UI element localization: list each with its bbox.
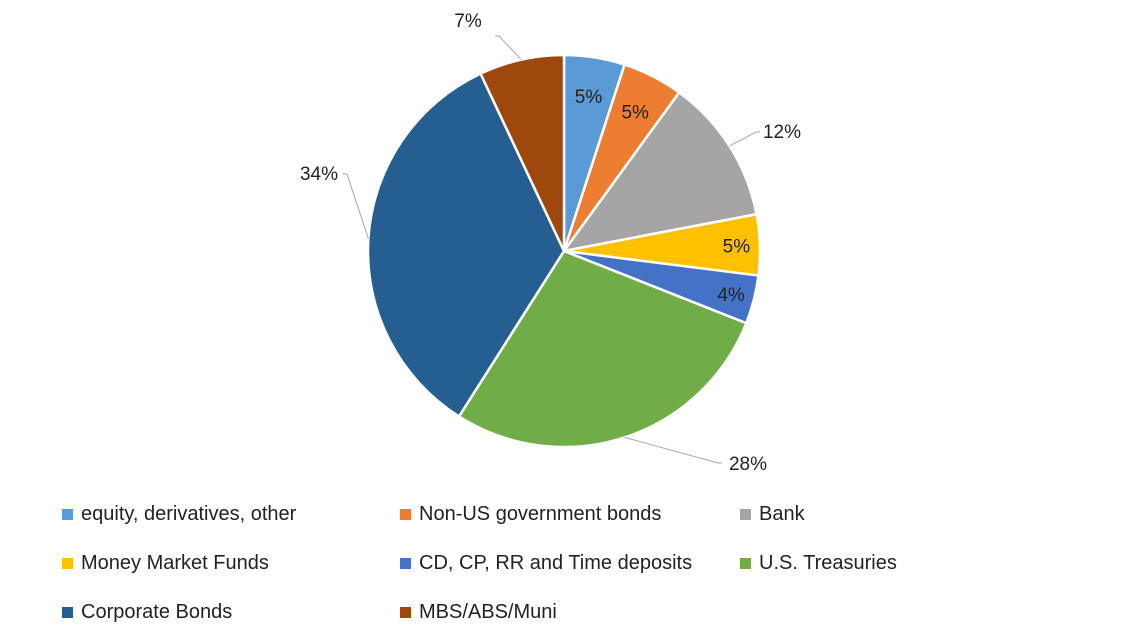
legend-label: U.S. Treasuries xyxy=(759,552,897,574)
pie-chart: 5% 5% 12% 5% 4% 28% 34% 7% xyxy=(300,11,801,475)
legend-swatch xyxy=(62,558,73,569)
legend-item-non-us-gov-bonds: Non-US government bonds xyxy=(400,490,740,539)
legend-swatch xyxy=(400,607,411,618)
leader-line xyxy=(624,436,722,464)
slice-value-label: 5% xyxy=(621,102,649,123)
legend-swatch xyxy=(400,509,411,520)
legend-swatch xyxy=(400,558,411,569)
slice-value-label: 28% xyxy=(729,454,767,475)
pie-slice xyxy=(457,249,748,449)
legend-label: Bank xyxy=(759,503,805,525)
legend-label: Money Market Funds xyxy=(81,552,269,574)
slice-value-label: 12% xyxy=(763,122,801,143)
legend-item-us-treasuries: U.S. Treasuries xyxy=(740,539,940,588)
slice-value-label: 34% xyxy=(300,164,338,185)
slice-value-label: 4% xyxy=(717,285,745,306)
slice-value-label: 7% xyxy=(454,11,482,32)
legend-item-equity: equity, derivatives, other xyxy=(62,490,400,539)
leader-line xyxy=(343,173,369,239)
leader-line xyxy=(495,35,522,61)
legend-item-mbs-abs-muni: MBS/ABS/Muni xyxy=(400,588,740,637)
legend-label: Corporate Bonds xyxy=(81,601,233,623)
legend-label: equity, derivatives, other xyxy=(81,503,297,525)
legend-swatch xyxy=(740,558,751,569)
legend-item-bank: Bank xyxy=(740,490,940,539)
leader-line xyxy=(729,131,760,147)
legend-item-corporate-bonds: Corporate Bonds xyxy=(62,588,400,637)
legend-label: Non-US government bonds xyxy=(419,503,662,525)
legend-swatch xyxy=(62,607,73,618)
legend-label: CD, CP, RR and Time deposits xyxy=(419,552,693,574)
slice-value-label: 5% xyxy=(575,87,603,108)
pie-slice xyxy=(562,91,758,253)
chart-legend: equity, derivatives, other Non-US govern… xyxy=(62,490,940,637)
legend-swatch xyxy=(740,509,751,520)
legend-item-money-market-funds: Money Market Funds xyxy=(62,539,400,588)
pie-slice xyxy=(366,72,566,418)
slice-value-label: 5% xyxy=(723,237,751,258)
legend-swatch xyxy=(62,509,73,520)
legend-label: MBS/ABS/Muni xyxy=(419,601,557,623)
legend-item-cd-cp-rr: CD, CP, RR and Time deposits xyxy=(400,539,740,588)
